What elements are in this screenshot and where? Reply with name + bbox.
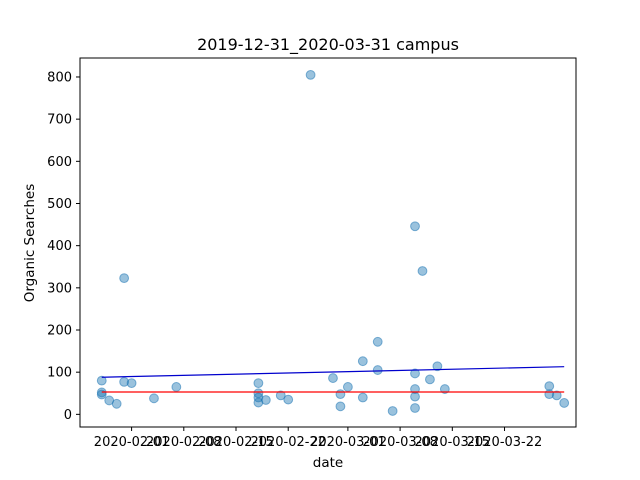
data-point	[275, 390, 286, 401]
data-point	[283, 394, 294, 405]
data-point	[335, 389, 346, 400]
data-point	[425, 374, 435, 385]
data-point	[372, 365, 383, 375]
x-axis-label: date	[313, 455, 343, 471]
data-point	[96, 375, 107, 386]
data-point	[410, 391, 420, 402]
data-point	[342, 382, 353, 392]
y-tick-label: 400	[47, 239, 72, 254]
data-point	[357, 356, 368, 367]
data-point	[410, 221, 420, 232]
data-point	[410, 384, 420, 394]
y-tick-label: 200	[47, 324, 72, 339]
data-point	[417, 266, 428, 276]
plot-frame	[79, 57, 577, 428]
plot-background	[80, 58, 576, 427]
y-tick-label: 100	[47, 366, 72, 381]
data-point	[260, 395, 271, 405]
x-tick-label: 2020-02-15	[198, 435, 274, 450]
data-point	[372, 336, 383, 347]
data-point	[387, 406, 398, 416]
data-point	[551, 390, 562, 401]
data-point	[335, 401, 346, 412]
data-point	[253, 378, 264, 389]
x-tick-label: 2020-03-08	[362, 435, 438, 450]
data-point	[149, 393, 159, 404]
y-tick-label: 600	[47, 155, 72, 170]
data-point	[357, 392, 368, 403]
trend-line	[101, 366, 565, 378]
y-tick-label: 0	[64, 408, 72, 423]
data-point	[432, 361, 443, 372]
y-tick-label: 300	[47, 281, 72, 296]
data-point	[119, 273, 130, 284]
fit-lines	[101, 366, 565, 393]
data-point	[171, 382, 182, 392]
chart-title: 2019-12-31_2020-03-31 campus	[197, 35, 459, 55]
data-point	[126, 378, 137, 389]
data-point	[111, 398, 122, 409]
data-point	[439, 384, 450, 394]
data-point	[559, 398, 570, 408]
data-point	[253, 397, 264, 408]
y-tick-label: 700	[47, 113, 72, 128]
data-point	[410, 368, 420, 379]
x-tick-label: 2020-02-08	[146, 435, 222, 450]
data-point	[328, 373, 338, 383]
y-tick-label: 500	[47, 197, 72, 212]
plot-area	[80, 58, 576, 427]
x-tick-label: 2020-02-01	[94, 435, 170, 450]
x-tick-label: 2020-02-22	[250, 435, 326, 450]
data-point	[410, 403, 420, 413]
y-axis-label: Organic Searches	[22, 184, 38, 303]
x-tick-label: 2020-03-22	[467, 435, 543, 450]
data-points	[96, 69, 570, 416]
y-tick-label: 800	[47, 70, 72, 85]
data-point	[544, 381, 555, 391]
data-point	[305, 69, 316, 80]
data-point	[253, 392, 264, 403]
axes: 01002003004005006007008002020-02-012020-…	[47, 57, 577, 450]
x-tick-label: 2020-03-01	[310, 435, 386, 450]
x-tick-label: 2020-03-15	[415, 435, 491, 450]
data-point	[119, 376, 130, 387]
